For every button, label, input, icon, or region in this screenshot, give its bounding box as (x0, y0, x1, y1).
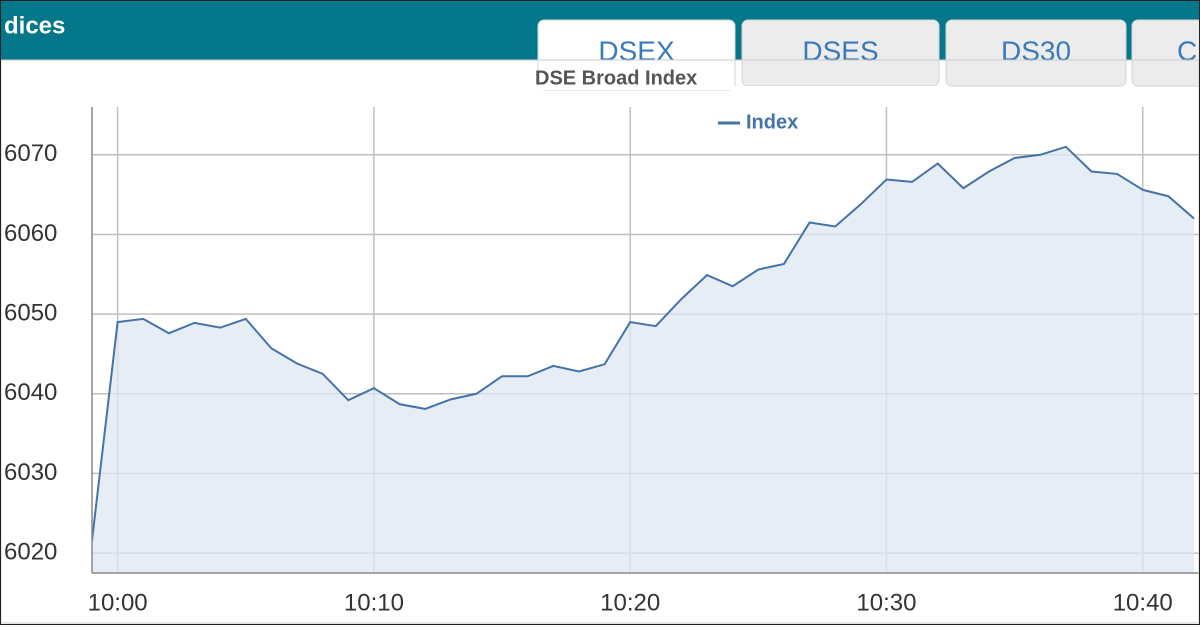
y-tick-label: 6050 (4, 299, 57, 326)
y-tick-label: 6030 (4, 459, 57, 486)
x-tick-label: 10:40 (1113, 589, 1173, 616)
tab[interactable] (1131, 19, 1200, 87)
tab-label[interactable]: DS30 (1001, 35, 1071, 66)
x-tick-label: 10:20 (600, 589, 660, 616)
area (92, 146, 1194, 573)
chart-title: DSE Broad Index (535, 67, 697, 89)
y-tick-label: 6060 (4, 220, 57, 247)
header-title: dices (4, 12, 65, 39)
tab[interactable] (945, 19, 1127, 87)
x-tick-label: 10:10 (344, 589, 404, 616)
line (92, 145, 1195, 541)
y-tick-label: 6040 (4, 379, 57, 406)
x-tick-label: 10:30 (856, 589, 916, 616)
tab-bar: DSEX DSES DS30 C (537, 19, 1200, 91)
x-tick-label: 10:00 (88, 589, 148, 616)
tab-base (538, 86, 942, 90)
tab-label[interactable]: DSES (802, 35, 878, 66)
y-tick-label: 6070 (4, 140, 57, 167)
y-tick-label: 6020 (4, 538, 57, 565)
tab-label[interactable]: C (1177, 35, 1197, 66)
tab-label[interactable]: DSEX (598, 35, 675, 66)
legend-label: Index (746, 111, 798, 133)
